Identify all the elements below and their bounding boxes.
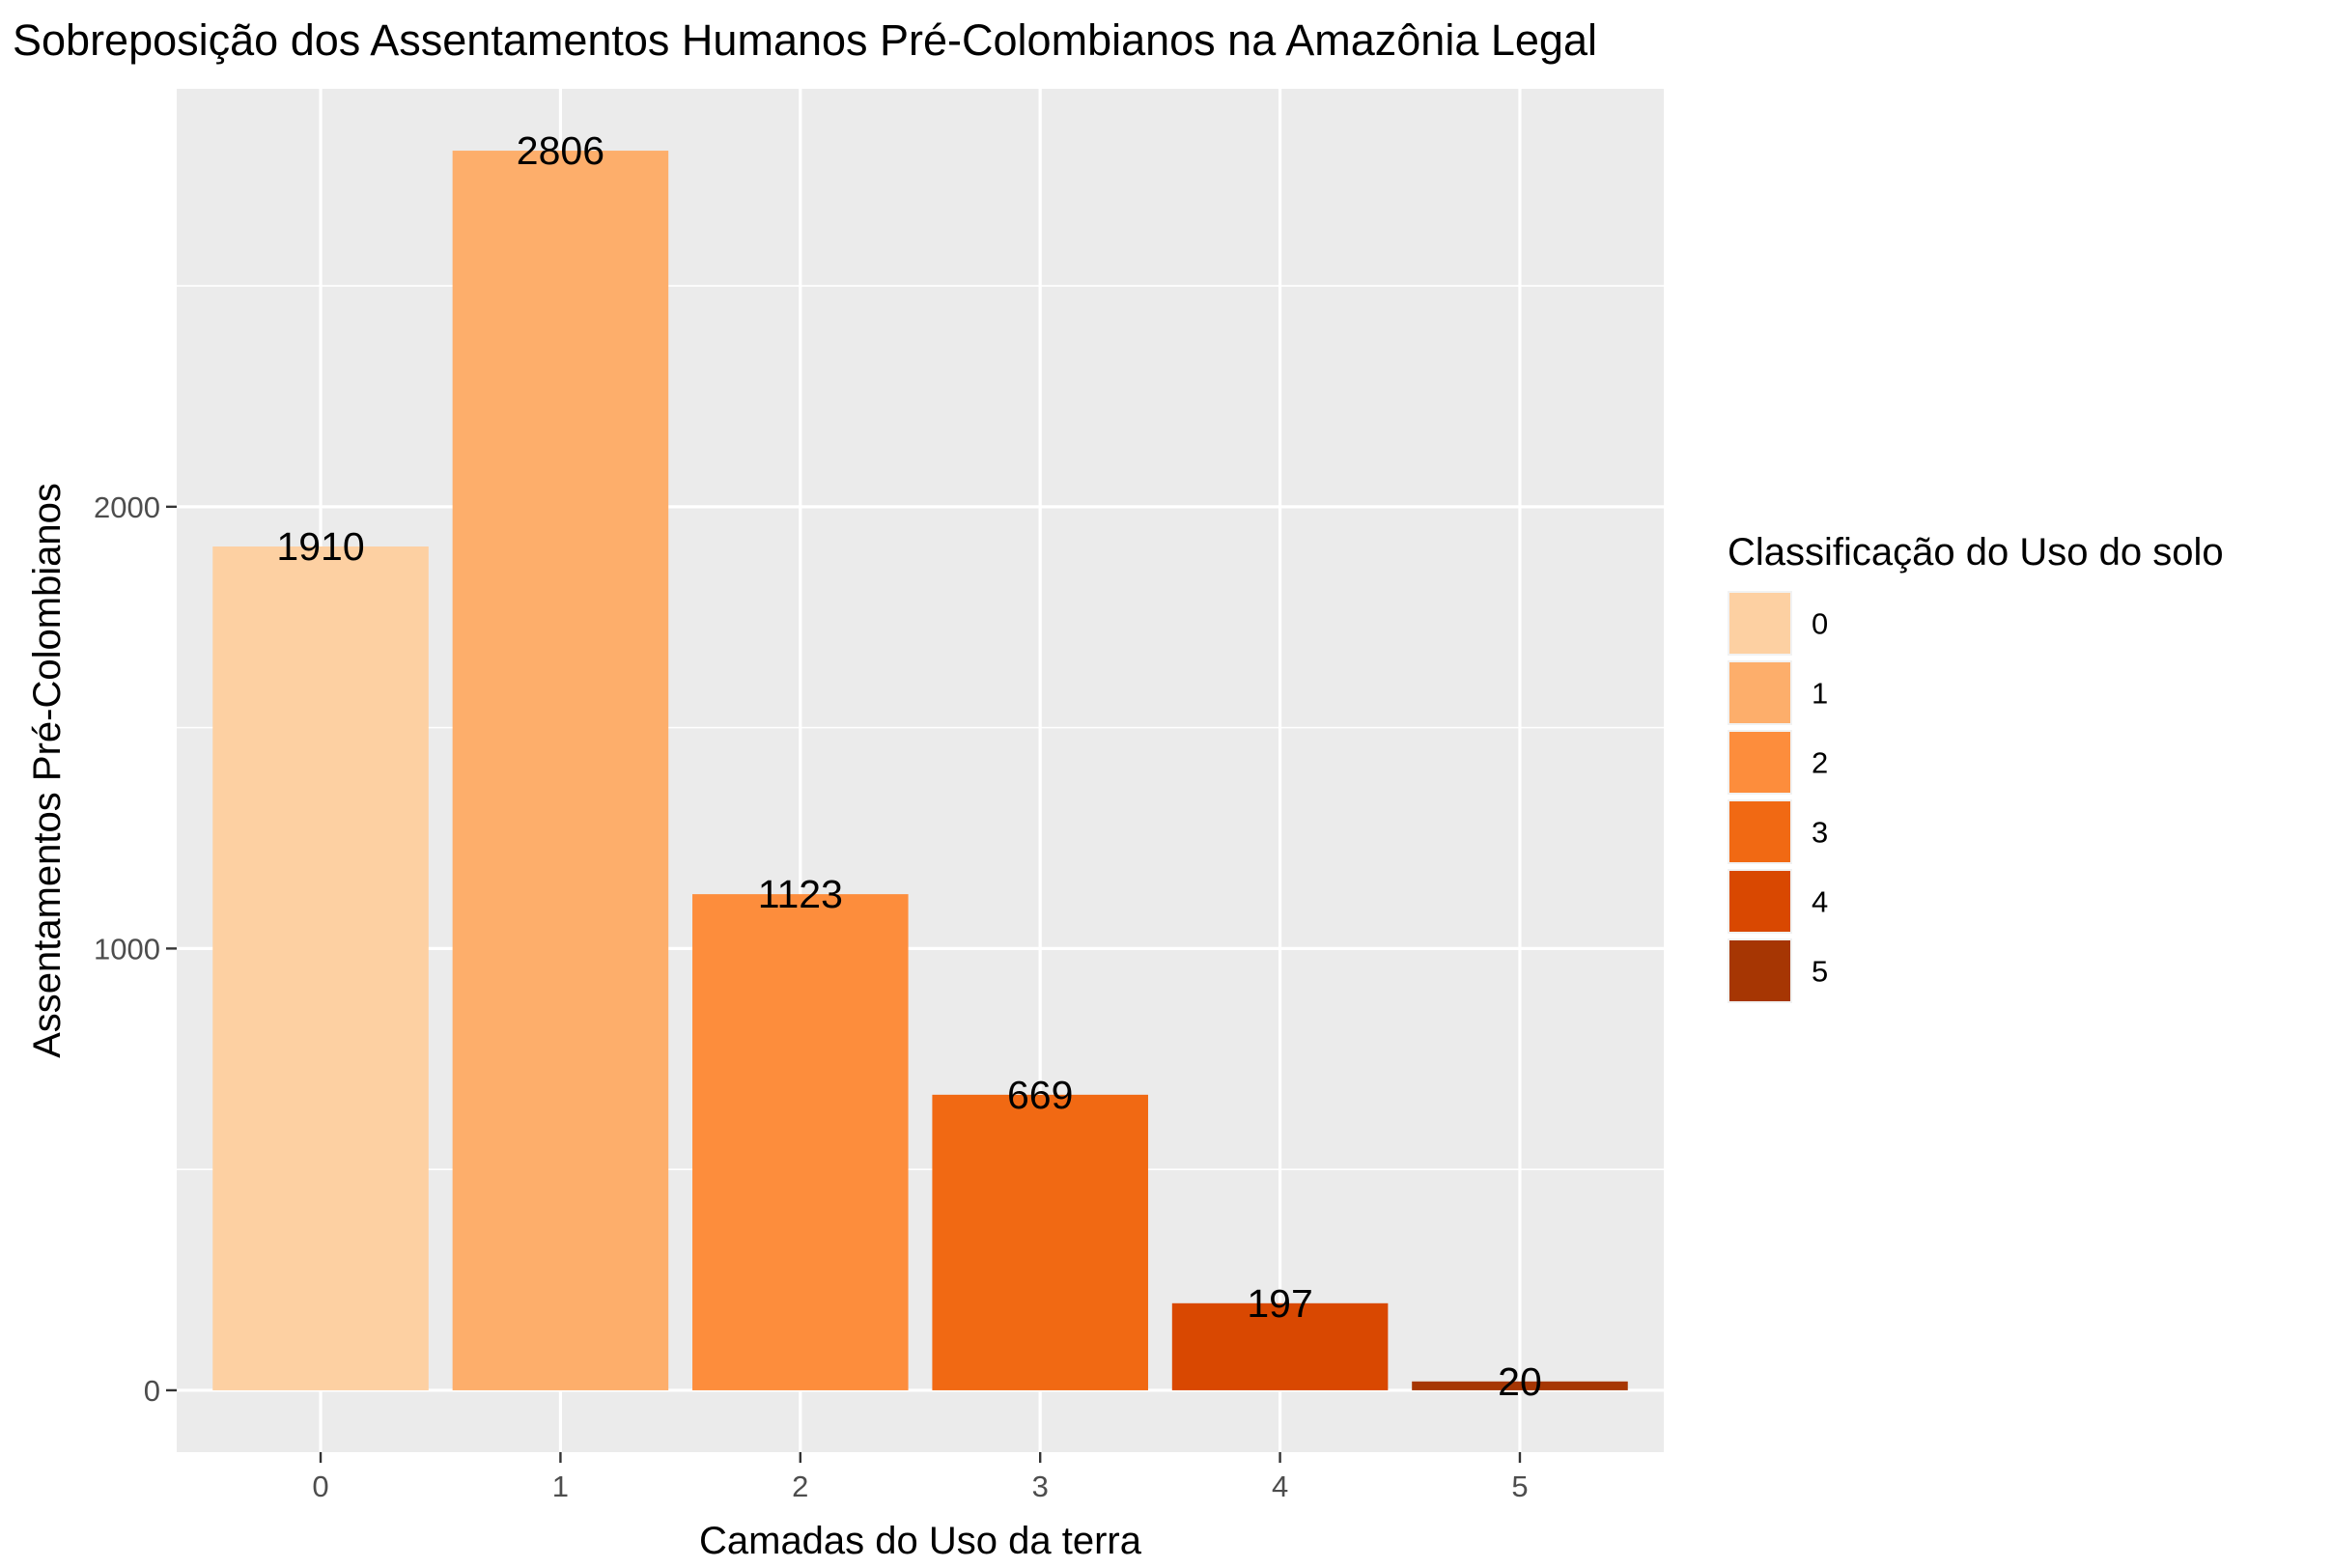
legend-swatch-5 xyxy=(1729,940,1790,1001)
x-tick-label: 0 xyxy=(312,1470,328,1503)
legend-swatch-0 xyxy=(1729,593,1790,654)
x-tick-label: 5 xyxy=(1511,1470,1528,1503)
bar-4 xyxy=(1171,1302,1389,1390)
x-tick-label: 1 xyxy=(552,1470,569,1503)
y-tick-label: 1000 xyxy=(94,932,160,966)
data-label-2: 1123 xyxy=(758,872,843,916)
legend-title: Classificação do Uso do solo xyxy=(1728,531,2224,574)
data-label-3: 669 xyxy=(1007,1073,1073,1117)
legend-label-4: 4 xyxy=(1812,885,1828,919)
bar-5 xyxy=(1412,1381,1628,1390)
legend-swatch-3 xyxy=(1729,801,1790,862)
legend-swatch-2 xyxy=(1729,732,1790,793)
x-axis-title: Camadas do Uso da terra xyxy=(699,1520,1142,1562)
legend-swatch-4 xyxy=(1729,871,1790,932)
x-tick-label: 4 xyxy=(1272,1470,1288,1503)
bar-1 xyxy=(452,151,669,1390)
legend-items: 0 1 2 3 4 5 xyxy=(1728,591,1828,1003)
legend-label-3: 3 xyxy=(1812,816,1828,850)
legend-label-2: 2 xyxy=(1812,746,1828,780)
axes: 0 1000 2000 0 1 2 3 4 5 xyxy=(94,490,1529,1503)
bar-0 xyxy=(212,546,429,1390)
legend-label-5: 5 xyxy=(1812,955,1828,989)
chart-title: Sobreposição dos Assentamentos Humanos P… xyxy=(13,15,1597,65)
bar-3 xyxy=(932,1094,1148,1390)
legend-label-1: 1 xyxy=(1812,677,1828,711)
y-axis-title: Assentamentos Pré-Colombianos xyxy=(26,483,69,1058)
data-label-5: 20 xyxy=(1498,1359,1542,1404)
data-label-0: 1910 xyxy=(276,524,364,569)
data-label-1: 2806 xyxy=(517,128,604,173)
y-tick-label: 2000 xyxy=(94,490,160,524)
data-label-4: 197 xyxy=(1247,1281,1312,1326)
y-tick-label: 0 xyxy=(144,1374,160,1408)
legend-swatch-1 xyxy=(1729,662,1790,723)
data-labels: 1910 2806 1123 669 197 20 xyxy=(276,128,1541,1404)
bars xyxy=(212,151,1628,1390)
legend-label-0: 0 xyxy=(1812,607,1828,641)
x-tick-label: 3 xyxy=(1032,1470,1049,1503)
x-tick-label: 2 xyxy=(792,1470,808,1503)
legend: Classificação do Uso do solo 0 1 2 3 4 5 xyxy=(1728,531,2224,1003)
bar-2 xyxy=(692,894,909,1390)
